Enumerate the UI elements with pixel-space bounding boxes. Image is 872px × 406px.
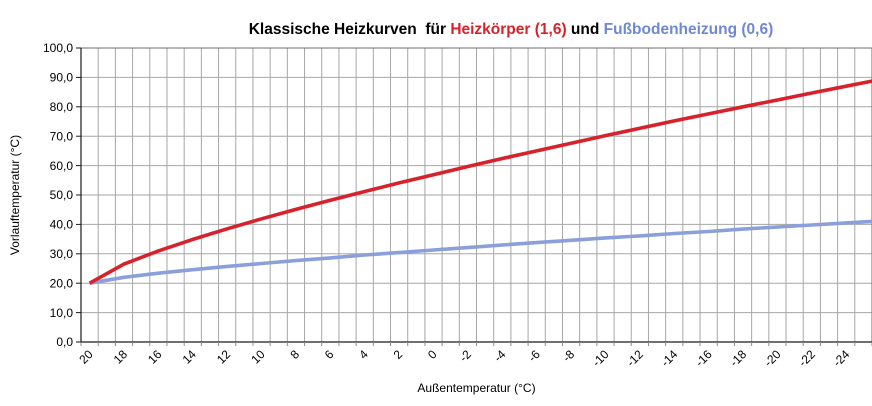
x-tick-label: 16 xyxy=(145,347,165,367)
x-axis-title: Außentemperatur (°C) xyxy=(417,381,536,395)
x-tick-label: 6 xyxy=(322,347,337,362)
x-tick-label: 10 xyxy=(248,347,268,367)
x-tick-label: 4 xyxy=(356,347,371,362)
x-tick-label: -16 xyxy=(693,347,715,369)
x-tick-label: -20 xyxy=(761,347,783,369)
x-tick-label: 20 xyxy=(76,347,96,367)
chart-title-radiator-series: Heizkörper (1,6) xyxy=(450,21,567,38)
y-tick-label: 0,0 xyxy=(56,335,73,349)
x-tick-label: -14 xyxy=(658,347,680,369)
y-axis-title: Vorlauftemperatur (°C) xyxy=(8,134,22,256)
x-tick-label: 8 xyxy=(287,347,302,362)
y-tick-label: 70,0 xyxy=(50,129,74,143)
x-tick-label: -18 xyxy=(727,347,749,369)
y-tick-label: 10,0 xyxy=(50,306,74,320)
x-tick-label: 14 xyxy=(180,347,200,367)
series-line-fussbodenheizung xyxy=(89,219,872,285)
chart-title-main: Klassische Heizkurven für xyxy=(248,21,451,38)
x-tick-label: -6 xyxy=(525,347,543,365)
y-tick-label: 100,0 xyxy=(43,41,73,55)
y-tick-label: 90,0 xyxy=(50,71,74,85)
x-tick-label: -24 xyxy=(830,347,852,369)
x-tick-label: 12 xyxy=(214,347,234,367)
x-tick-label: -10 xyxy=(589,347,611,369)
y-tick-label: 20,0 xyxy=(50,276,74,290)
y-tick-label: 50,0 xyxy=(50,188,74,202)
chart-title-und: und xyxy=(566,21,604,38)
x-tick-label: 2 xyxy=(391,347,406,362)
x-tick-label: 18 xyxy=(111,347,131,367)
y-tick-label: 40,0 xyxy=(50,218,74,232)
x-tick-label: -8 xyxy=(560,347,578,365)
series-line-heizkoerper xyxy=(88,79,872,285)
y-tick-label: 80,0 xyxy=(50,100,74,114)
chart-title-floorheating-series: Fußbodenheizung (0,6) xyxy=(603,21,774,38)
x-tick-label: 0 xyxy=(425,347,440,362)
y-tick-label: 60,0 xyxy=(50,159,74,173)
chart-title: Klassische Heizkurven für Heizkörper (1,… xyxy=(150,21,872,39)
x-tick-label: -2 xyxy=(457,347,475,365)
x-tick-label: -22 xyxy=(796,347,818,369)
y-tick-label: 30,0 xyxy=(50,247,74,261)
x-tick-label: -12 xyxy=(624,347,646,369)
x-tick-label: -4 xyxy=(491,347,509,365)
